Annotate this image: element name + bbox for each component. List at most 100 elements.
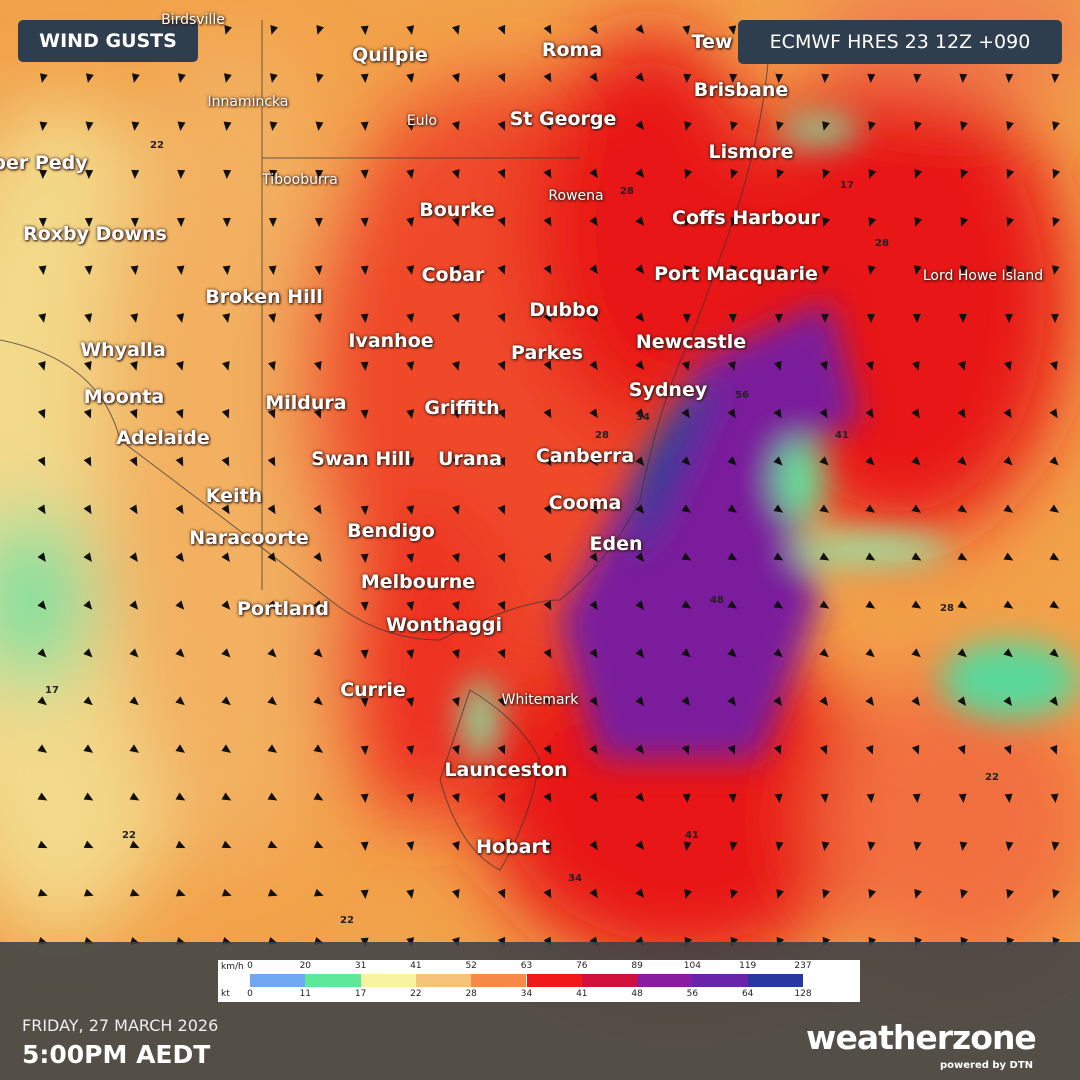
place-label: Launceston — [444, 759, 568, 781]
legend-swatch — [747, 974, 803, 987]
wind-arrow — [1049, 744, 1058, 755]
place-label: Adelaide — [116, 427, 210, 449]
wind-arrow — [543, 744, 552, 755]
date: FRIDAY, 27 MARCH 2026 — [22, 1016, 219, 1035]
contour-label: 41 — [685, 830, 699, 841]
wind-arrow — [267, 744, 278, 753]
wind-arrow — [313, 648, 323, 658]
wind-arrow — [497, 504, 506, 515]
place-label: Moonta — [83, 386, 165, 408]
legend-kmh-label: 237 — [794, 961, 812, 971]
wind-arrow — [773, 504, 784, 513]
wind-arrow — [635, 120, 645, 130]
wind-arrow — [681, 696, 690, 707]
place-label: Mildura — [265, 392, 347, 414]
legend-kt-label: 22 — [410, 989, 422, 999]
wind-arrow — [129, 696, 139, 706]
wind-arrow — [84, 265, 93, 275]
wind-arrow — [406, 745, 415, 755]
wind-arrow — [37, 840, 48, 849]
wind-arrow — [221, 408, 230, 419]
wind-arrow — [543, 264, 552, 275]
wind-arrow — [38, 265, 47, 275]
place-label: Lord Howe Island — [922, 268, 1044, 284]
wind-arrow — [313, 552, 322, 563]
place-label: Naracoorte — [189, 527, 309, 549]
wind-arrow — [315, 121, 324, 131]
wind-arrow — [223, 169, 232, 179]
wind-arrow — [911, 744, 920, 755]
legend-swatch — [637, 974, 693, 987]
wind-arrow — [1003, 408, 1012, 419]
legend-kt-label: 11 — [299, 989, 312, 999]
wind-arrow — [37, 744, 48, 753]
wind-arrow — [452, 25, 460, 35]
wind-arrow — [1049, 408, 1058, 419]
wind-arrow — [635, 264, 645, 274]
wind-arrow — [727, 408, 736, 419]
wind-arrow — [406, 457, 415, 467]
wind-arrow — [913, 265, 922, 275]
wind-arrow — [819, 744, 828, 755]
wind-arrow — [268, 361, 276, 371]
wind-arrow — [406, 73, 415, 83]
wind-arrow — [543, 840, 552, 851]
wind-arrow — [1049, 600, 1060, 609]
wind-arrow — [635, 600, 645, 610]
wind-arrow — [360, 409, 369, 419]
wind-arrow — [267, 888, 278, 897]
wind-arrow — [635, 840, 645, 850]
wind-arrow — [84, 361, 92, 371]
wind-arrow — [406, 217, 415, 227]
wind-arrow — [1003, 552, 1014, 561]
wind-arrow — [773, 696, 782, 707]
wind-arrow — [635, 552, 645, 562]
wind-arrow — [360, 457, 369, 467]
wind-arrow — [37, 408, 46, 419]
wind-arrow — [130, 265, 139, 275]
wind-arrow — [589, 600, 598, 611]
wind-arrow — [589, 888, 598, 899]
wind-arrow — [773, 408, 782, 419]
place-label: Cobar — [421, 264, 485, 286]
legend-kt-label: 128 — [794, 989, 812, 999]
wind-arrow — [866, 361, 874, 371]
place-label: Innamincka — [207, 94, 289, 110]
wind-arrow — [1049, 504, 1060, 513]
wind-arrow — [267, 792, 278, 801]
wind-arrow — [729, 265, 738, 275]
place-label: Port Macquarie — [654, 263, 818, 285]
legend-kmh-label: 0 — [247, 961, 253, 971]
wind-arrow — [85, 73, 94, 83]
wind-arrow — [727, 696, 736, 707]
wind-arrow — [83, 696, 93, 706]
wind-arrow — [681, 456, 691, 466]
wind-arrow — [728, 313, 737, 323]
wind-arrow — [865, 552, 876, 561]
wind-arrow — [177, 169, 186, 179]
wind-arrow — [730, 168, 739, 179]
legend-kmh-label: 89 — [631, 961, 643, 971]
wind-arrow — [543, 120, 552, 131]
wind-arrow — [819, 600, 830, 609]
wind-arrow — [129, 552, 138, 563]
wind-arrow — [38, 361, 46, 371]
wind-arrow — [37, 504, 46, 515]
wind-arrow — [452, 505, 460, 515]
legend-kt-label: 28 — [465, 989, 477, 999]
wind-arrow — [958, 793, 967, 803]
wind-arrow — [177, 73, 186, 83]
wind-arrow — [85, 121, 94, 131]
wind-arrow — [313, 744, 324, 753]
wind-arrow — [589, 168, 598, 179]
wind-arrow — [911, 408, 920, 419]
place-label: Lismore — [708, 141, 794, 163]
wind-arrow — [589, 792, 598, 803]
wind-arrow — [37, 600, 47, 610]
wind-arrow — [775, 73, 784, 83]
place-label: Griffith — [424, 397, 500, 419]
legend: km/h kt 0 0 20 11 31 17 41 22 52 28 63 34 76 41 89 48 10… — [218, 960, 860, 1002]
wind-arrow — [960, 121, 968, 131]
wind-arrow — [497, 600, 506, 611]
wind-arrow — [129, 744, 140, 753]
